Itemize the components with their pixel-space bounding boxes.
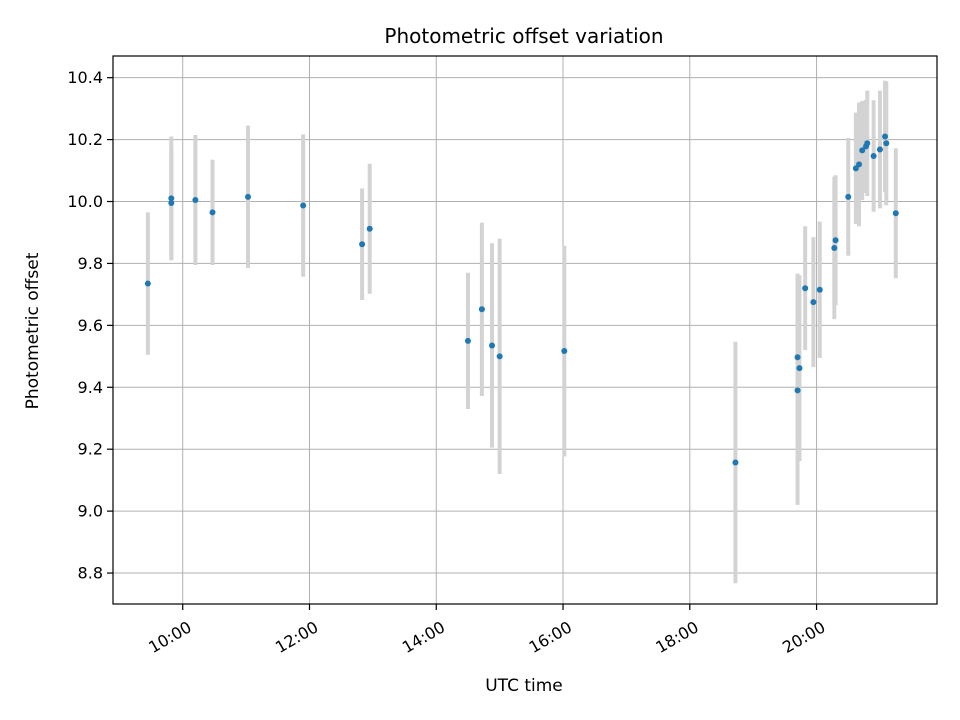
y-axis-ticks: 8.8 9.0 9.2 9.4 9.6 9.8 10.0 10.2 10.4 <box>67 68 113 583</box>
y-tick-label: 9.6 <box>78 316 103 335</box>
y-tick-label: 8.8 <box>78 564 103 583</box>
data-point <box>144 280 151 287</box>
data-point <box>478 306 485 313</box>
data-point <box>882 133 889 140</box>
data-points <box>144 133 899 466</box>
data-point <box>245 193 252 200</box>
data-point <box>892 210 899 217</box>
y-tick-label: 10.4 <box>67 68 103 87</box>
data-point <box>359 241 366 248</box>
data-point <box>168 200 175 207</box>
y-tick-label: 9.0 <box>78 502 103 521</box>
data-point <box>856 161 863 168</box>
y-tick-label: 9.8 <box>78 254 103 273</box>
y-axis-title: Photometric offset <box>23 252 43 409</box>
data-point <box>192 196 199 203</box>
data-point <box>496 353 503 360</box>
plot-area-frame <box>112 55 938 605</box>
y-tick-label: 10.2 <box>67 130 103 149</box>
data-point <box>876 146 883 153</box>
chart-title: Photometric offset variation <box>384 24 663 48</box>
data-point <box>300 202 307 209</box>
data-point <box>864 140 871 147</box>
data-point <box>489 342 496 349</box>
y-tick-label: 9.4 <box>78 378 103 397</box>
data-point <box>810 299 817 306</box>
data-point <box>832 237 839 244</box>
data-point <box>883 140 890 147</box>
data-point <box>794 387 801 394</box>
data-point <box>794 354 801 361</box>
data-point <box>561 348 568 355</box>
data-point <box>464 337 471 344</box>
data-point <box>852 165 859 172</box>
data-point <box>802 285 809 292</box>
data-point <box>845 193 852 200</box>
x-axis-title: UTC time <box>485 676 563 696</box>
data-point <box>209 209 216 216</box>
data-point <box>796 365 803 372</box>
data-point <box>859 147 866 154</box>
data-point <box>732 459 739 466</box>
data-point <box>831 244 838 251</box>
data-point <box>816 286 823 293</box>
data-point <box>366 225 373 232</box>
data-point <box>168 195 175 202</box>
data-point <box>870 153 877 160</box>
y-tick-label: 9.2 <box>78 440 103 459</box>
y-tick-label: 10.0 <box>67 192 103 211</box>
